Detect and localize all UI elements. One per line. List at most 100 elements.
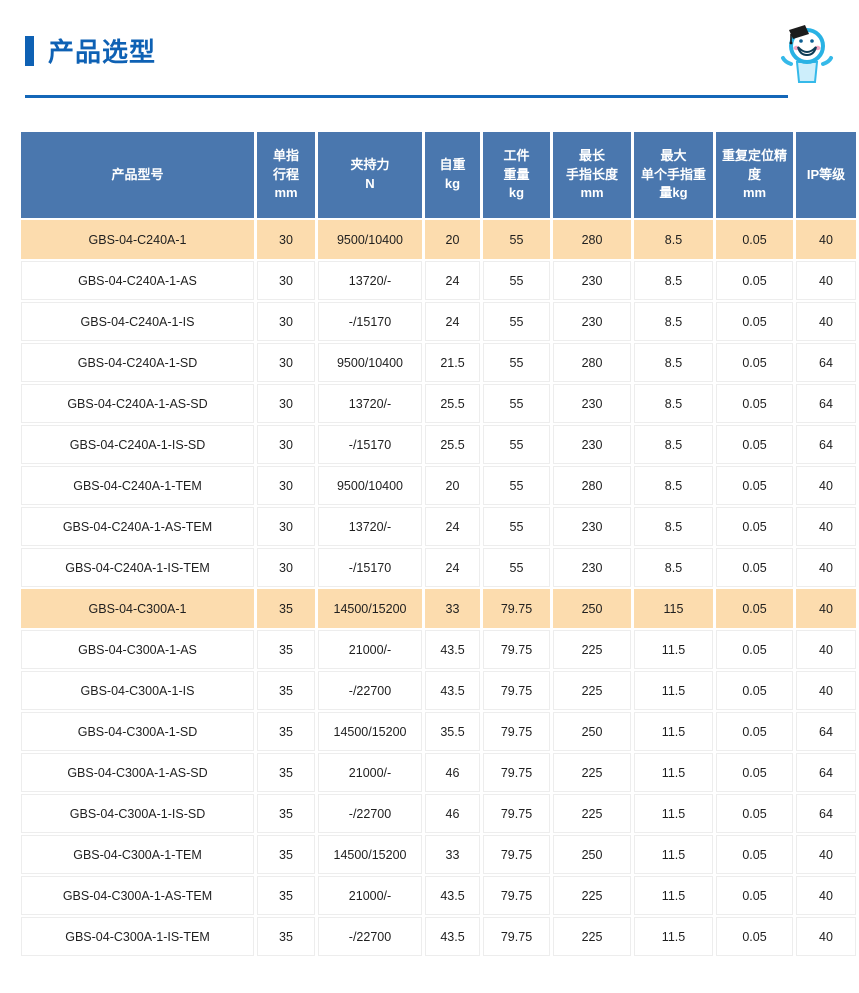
cell-value: 0.05 xyxy=(716,466,793,505)
cell-product-model: GBS-04-C300A-1-IS-SD xyxy=(21,794,254,833)
cell-value: 55 xyxy=(483,343,550,382)
cell-value: 225 xyxy=(553,630,631,669)
cell-value: 79.75 xyxy=(483,671,550,710)
cell-value: 13720/- xyxy=(318,261,422,300)
cell-value: 115 xyxy=(634,589,713,628)
cell-value: 225 xyxy=(553,876,631,915)
cell-value: 43.5 xyxy=(425,671,480,710)
cell-value: 0.05 xyxy=(716,548,793,587)
cell-value: 8.5 xyxy=(634,343,713,382)
cell-value: 14500/15200 xyxy=(318,835,422,874)
column-header-6: 最大 单个手指重 量kg xyxy=(634,132,713,218)
table-row: GBS-04-C300A-1-AS-SD 35 21000/- 46 79.75 225 1… xyxy=(21,753,856,792)
cell-value: 230 xyxy=(553,425,631,464)
column-header-7: 重复定位精度 mm xyxy=(716,132,793,218)
table-row: GBS-04-C300A-1-IS 35 -/22700 43.5 79.75 225 11… xyxy=(21,671,856,710)
table-row: GBS-04-C300A-1-AS-TEM 35 21000/- 43.5 79.75 2… xyxy=(21,876,856,915)
title-row: 产品选型 xyxy=(25,32,841,69)
cell-value: 250 xyxy=(553,589,631,628)
cell-value: 11.5 xyxy=(634,794,713,833)
cell-value: 35 xyxy=(257,876,315,915)
cell-value: 0.05 xyxy=(716,220,793,259)
cell-value: 40 xyxy=(796,917,856,956)
cell-value: 250 xyxy=(553,835,631,874)
column-header-2: 夹持力 N xyxy=(318,132,422,218)
cell-product-model: GBS-04-C240A-1-AS-SD xyxy=(21,384,254,423)
cell-value: 30 xyxy=(257,261,315,300)
page-title: 产品选型 xyxy=(48,37,157,67)
cell-value: 55 xyxy=(483,261,550,300)
cell-value: 20 xyxy=(425,220,480,259)
table-row: GBS-04-C240A-1-AS-SD 30 13720/- 25.5 55 230 8.… xyxy=(21,384,856,423)
table-row: GBS-04-C240A-1 30 9500/10400 20 55 280 8.5 0.05… xyxy=(21,220,856,259)
cell-product-model: GBS-04-C300A-1-AS xyxy=(21,630,254,669)
cell-value: 79.75 xyxy=(483,835,550,874)
cell-value: 30 xyxy=(257,466,315,505)
cell-value: 35 xyxy=(257,671,315,710)
cell-value: 33 xyxy=(425,589,480,628)
cell-value: 55 xyxy=(483,548,550,587)
cell-value: 35 xyxy=(257,794,315,833)
cell-value: 30 xyxy=(257,302,315,341)
cell-product-model: GBS-04-C240A-1-SD xyxy=(21,343,254,382)
cell-value: 225 xyxy=(553,794,631,833)
cell-product-model: GBS-04-C240A-1 xyxy=(21,220,254,259)
cell-product-model: GBS-04-C300A-1-IS-TEM xyxy=(21,917,254,956)
cell-value: 13720/- xyxy=(318,507,422,546)
cell-value: 25.5 xyxy=(425,384,480,423)
cell-value: 55 xyxy=(483,302,550,341)
cell-value: -/15170 xyxy=(318,302,422,341)
cell-value: 40 xyxy=(796,466,856,505)
cell-value: 55 xyxy=(483,384,550,423)
cell-value: 14500/15200 xyxy=(318,712,422,751)
cell-value: 0.05 xyxy=(716,589,793,628)
cell-value: 25.5 xyxy=(425,425,480,464)
cell-value: -/22700 xyxy=(318,794,422,833)
cell-value: 225 xyxy=(553,753,631,792)
table-row: GBS-04-C240A-1-IS-TEM 30 -/15170 24 55 230 8.5… xyxy=(21,548,856,587)
column-header-4: 工件 重量 kg xyxy=(483,132,550,218)
cell-value: 0.05 xyxy=(716,630,793,669)
cell-value: 35 xyxy=(257,835,315,874)
cell-value: 230 xyxy=(553,302,631,341)
cell-value: 79.75 xyxy=(483,753,550,792)
cell-product-model: GBS-04-C240A-1-AS xyxy=(21,261,254,300)
cell-value: 79.75 xyxy=(483,876,550,915)
cell-value: 35.5 xyxy=(425,712,480,751)
cell-value: 35 xyxy=(257,630,315,669)
cell-value: 8.5 xyxy=(634,507,713,546)
cell-product-model: GBS-04-C240A-1-IS xyxy=(21,302,254,341)
cell-value: 9500/10400 xyxy=(318,220,422,259)
cell-value: 230 xyxy=(553,507,631,546)
cell-value: 8.5 xyxy=(634,302,713,341)
cell-product-model: GBS-04-C240A-1-TEM xyxy=(21,466,254,505)
cell-product-model: GBS-04-C300A-1-IS xyxy=(21,671,254,710)
cell-value: -/15170 xyxy=(318,548,422,587)
cell-value: 14500/15200 xyxy=(318,589,422,628)
cell-value: 8.5 xyxy=(634,261,713,300)
cell-value: 43.5 xyxy=(425,630,480,669)
cell-value: 0.05 xyxy=(716,753,793,792)
cell-product-model: GBS-04-C300A-1 xyxy=(21,589,254,628)
cell-value: 11.5 xyxy=(634,835,713,874)
cell-value: 0.05 xyxy=(716,425,793,464)
cell-product-model: GBS-04-C240A-1-IS-SD xyxy=(21,425,254,464)
table-row: GBS-04-C300A-1 35 14500/15200 33 79.75 250 115… xyxy=(21,589,856,628)
cell-value: 13720/- xyxy=(318,384,422,423)
page-header: 产品选型 xyxy=(0,0,859,98)
cell-value: 55 xyxy=(483,425,550,464)
cell-value: 0.05 xyxy=(716,261,793,300)
cell-value: 30 xyxy=(257,425,315,464)
mascot-graduate-icon xyxy=(781,25,833,83)
column-header-5: 最长 手指长度 mm xyxy=(553,132,631,218)
column-header-0: 产品型号 xyxy=(21,132,254,218)
cell-value: 250 xyxy=(553,712,631,751)
cell-product-model: GBS-04-C300A-1-AS-SD xyxy=(21,753,254,792)
cell-value: 11.5 xyxy=(634,753,713,792)
cell-value: 40 xyxy=(796,220,856,259)
cell-value: 35 xyxy=(257,753,315,792)
cell-value: 35 xyxy=(257,917,315,956)
cell-value: 30 xyxy=(257,343,315,382)
cell-value: 11.5 xyxy=(634,630,713,669)
cell-value: 11.5 xyxy=(634,876,713,915)
